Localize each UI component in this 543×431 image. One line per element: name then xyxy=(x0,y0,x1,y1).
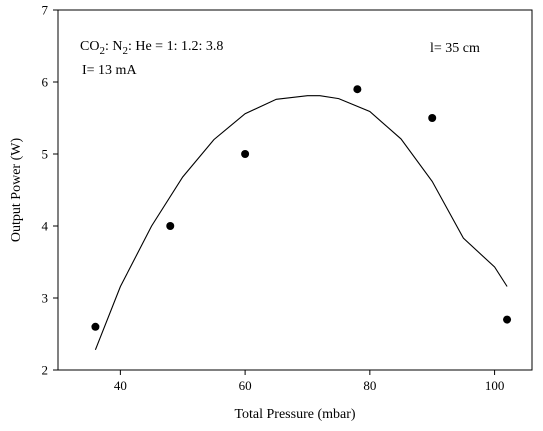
composition-suffix: : He = 1: 1.2: 3.8 xyxy=(128,39,223,54)
fit-curve xyxy=(94,95,508,351)
data-point xyxy=(428,114,437,122)
length-annotation: l= 35 cm xyxy=(430,41,480,56)
current-annotation: I= 13 mA xyxy=(82,63,137,78)
x-tick-label: 80 xyxy=(363,378,376,393)
data-point xyxy=(166,222,175,230)
plot-area-border xyxy=(57,9,533,371)
data-point xyxy=(91,322,100,331)
composition-mid: : N xyxy=(105,39,123,54)
y-tick-label: 5 xyxy=(42,147,49,162)
composition-prefix: CO xyxy=(80,39,99,54)
x-tick-label: 40 xyxy=(114,378,127,393)
composition-sub-2: 2 xyxy=(122,45,128,57)
plot-frame xyxy=(57,9,533,371)
data-points xyxy=(91,85,512,331)
data-point xyxy=(353,85,362,94)
data-point xyxy=(241,150,250,158)
y-tick-label: 4 xyxy=(42,219,49,234)
x-tick-label: 60 xyxy=(239,378,252,393)
y-tick-label: 7 xyxy=(42,3,49,18)
y-axis-title: Output Power (W) xyxy=(9,138,24,243)
y-tick-label: 2 xyxy=(42,363,49,378)
x-axis: 40 60 80 100 xyxy=(114,370,504,393)
x-axis-title: Total Pressure (mbar) xyxy=(234,407,355,422)
y-tick-label: 6 xyxy=(42,75,49,90)
y-axis: 2 3 4 5 6 7 xyxy=(42,3,58,378)
composition-annotation: CO2: N2: He = 1: 1.2: 3.8 xyxy=(80,39,223,57)
composition-sub-1: 2 xyxy=(99,45,105,57)
x-tick-label: 100 xyxy=(485,378,505,393)
data-point xyxy=(503,315,512,324)
y-tick-label: 3 xyxy=(42,291,49,306)
